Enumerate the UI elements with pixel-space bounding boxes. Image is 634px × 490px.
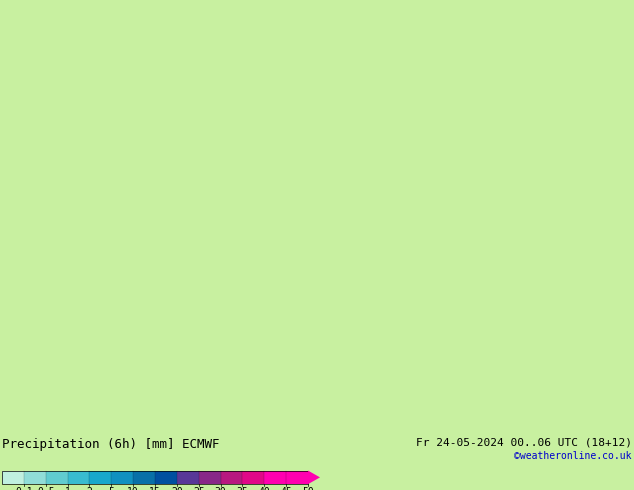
Text: Precipitation (6h) [mm] ECMWF: Precipitation (6h) [mm] ECMWF <box>2 438 219 450</box>
Text: 35: 35 <box>236 487 249 490</box>
Bar <box>2 470 24 484</box>
Text: ©weatheronline.co.uk: ©weatheronline.co.uk <box>515 451 632 461</box>
Text: 2: 2 <box>86 487 93 490</box>
Bar <box>221 470 242 484</box>
Bar <box>89 470 112 484</box>
Bar <box>24 470 46 484</box>
Text: 45: 45 <box>280 487 292 490</box>
Text: 0.5: 0.5 <box>37 487 55 490</box>
Bar <box>286 470 308 484</box>
Text: 20: 20 <box>171 487 183 490</box>
Bar <box>177 470 198 484</box>
Bar <box>2 470 308 484</box>
Text: 15: 15 <box>149 487 161 490</box>
Text: 10: 10 <box>127 487 139 490</box>
Bar <box>112 470 133 484</box>
Bar <box>198 470 221 484</box>
Text: 30: 30 <box>215 487 226 490</box>
Text: 0.1: 0.1 <box>15 487 33 490</box>
Text: 5: 5 <box>108 487 114 490</box>
Bar <box>264 470 286 484</box>
Text: 1: 1 <box>65 487 70 490</box>
Text: Fr 24-05-2024 00..06 UTC (18+12): Fr 24-05-2024 00..06 UTC (18+12) <box>416 438 632 447</box>
Text: 40: 40 <box>259 487 270 490</box>
Bar <box>68 470 89 484</box>
Bar <box>155 470 177 484</box>
Bar <box>46 470 68 484</box>
Text: 25: 25 <box>193 487 205 490</box>
Bar <box>242 470 264 484</box>
Text: 50: 50 <box>302 487 314 490</box>
Polygon shape <box>308 470 320 484</box>
Bar <box>133 470 155 484</box>
